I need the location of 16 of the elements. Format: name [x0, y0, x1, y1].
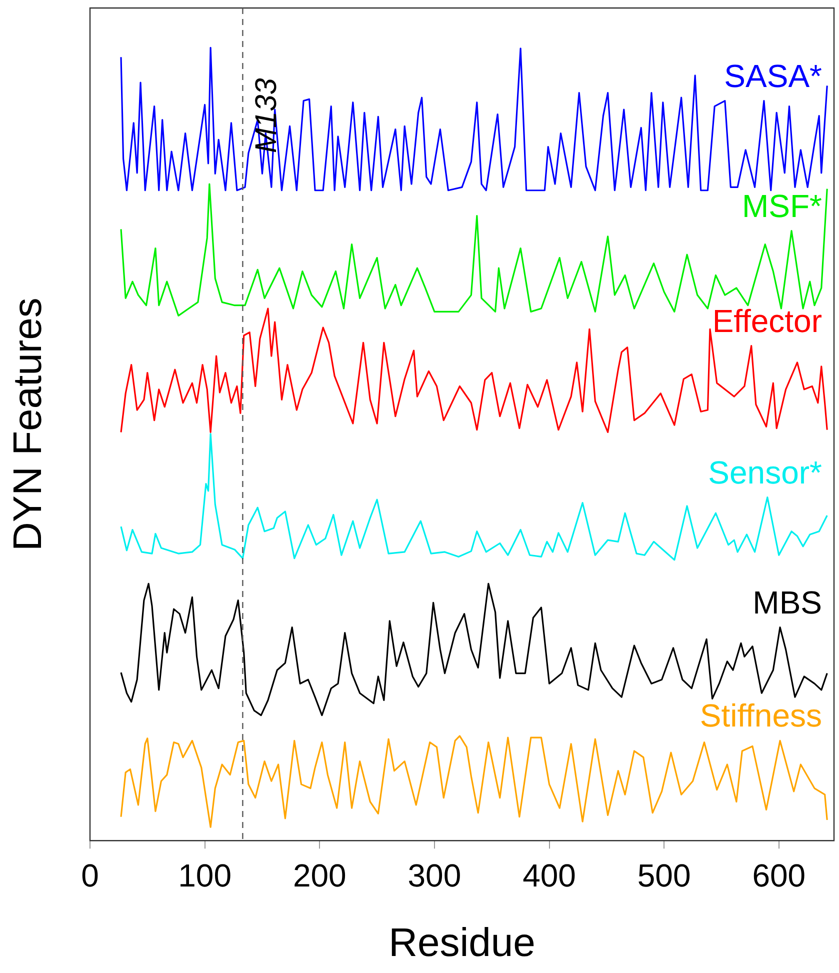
x-tick-label: 400 [522, 858, 576, 894]
series-label: MBS [752, 584, 822, 620]
series-label: SASA* [724, 58, 822, 94]
x-tick-label: 600 [752, 858, 806, 894]
y-axis-title: DYN Features [6, 298, 50, 552]
x-axis-title: Residue [388, 921, 536, 966]
x-tick-label: 0 [81, 858, 99, 894]
series-label: MSF* [742, 188, 822, 224]
ref-line-label: M133 [250, 78, 284, 154]
series-label: Sensor* [708, 454, 822, 490]
x-tick-label: 500 [637, 858, 691, 894]
x-tick-label: 100 [178, 858, 232, 894]
series-label: Effector [712, 302, 822, 339]
x-tick-label: 300 [408, 858, 462, 894]
x-tick-label: 200 [292, 858, 346, 894]
series-label: Stiffness [700, 698, 822, 734]
